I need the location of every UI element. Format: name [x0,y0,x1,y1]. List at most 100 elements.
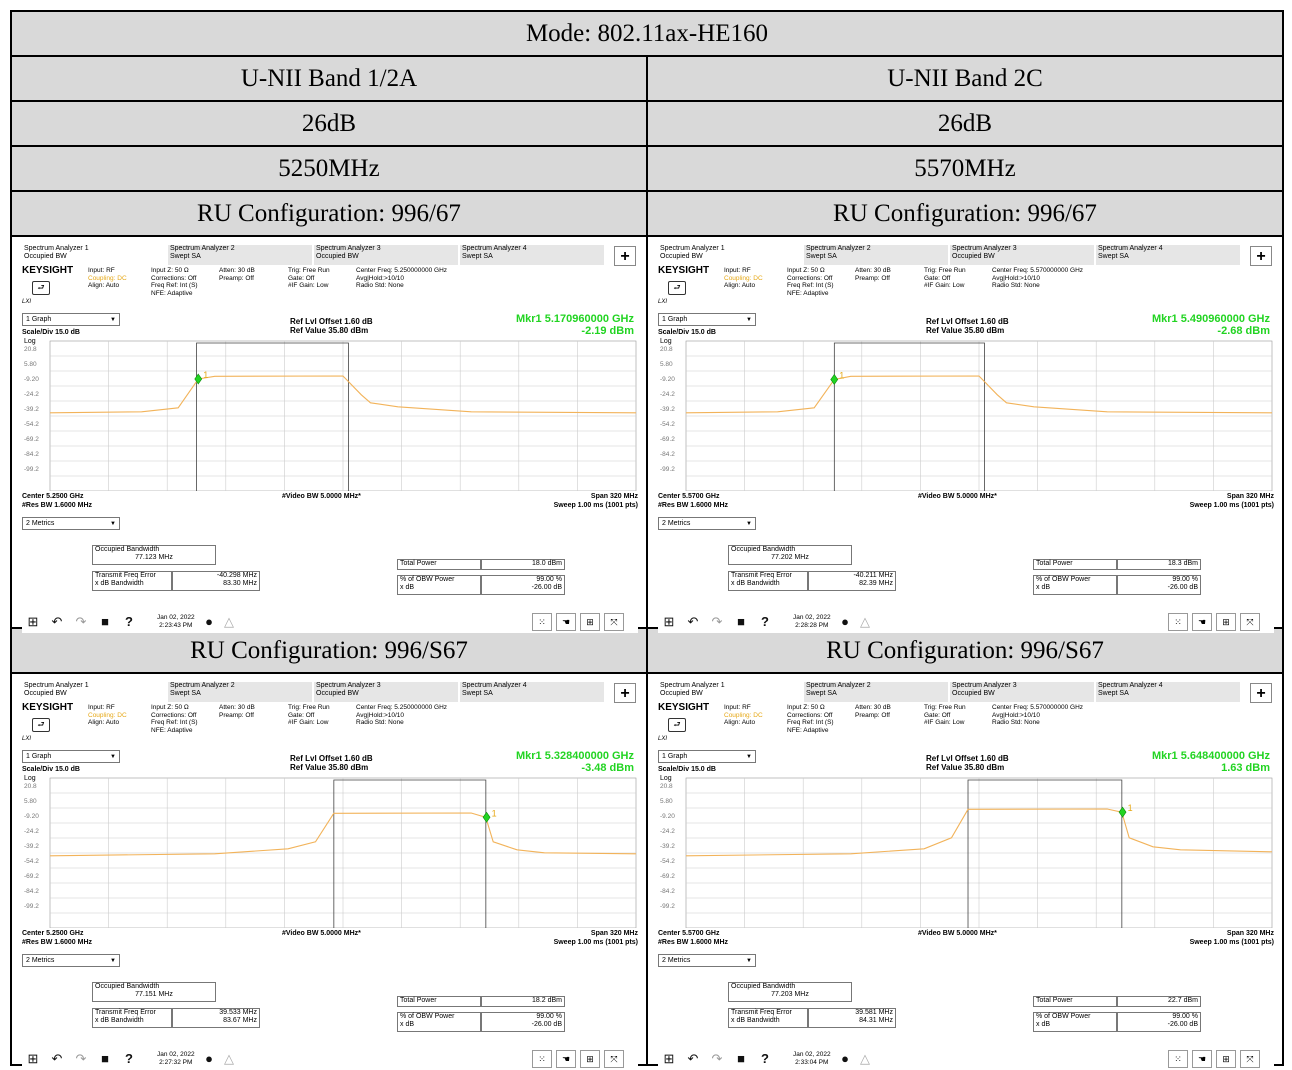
tab-analyzer-2[interactable]: Spectrum Analyzer 2 Swept SA [168,245,312,265]
input-z-settings[interactable]: Input Z: 50 Ω Corrections: Off Freq Ref:… [151,267,198,297]
fullscreen-icon[interactable]: ⤧ [604,613,624,631]
multiview-icon[interactable]: ⊞ [580,613,600,631]
freq-settings[interactable]: Center Freq: 5.250000000 GHz Avg|Hold:>1… [356,267,447,290]
spectrum-plot[interactable]: 20.8 5.80 -9.20 -24.2 -39.2 -54.2 -69.2 -84.2 -9… [22,772,638,928]
folder-icon[interactable]: ■ [101,1051,109,1066]
undo-icon[interactable]: ↶ [51,614,63,629]
touch-icon[interactable]: ☚ [556,613,576,631]
freq-settings[interactable]: Center Freq: 5.570000000 GHz Avg|Hold:>1… [992,704,1083,727]
multiview-icon[interactable]: ⊞ [1216,1050,1236,1068]
warning-icon[interactable]: △ [860,1051,870,1066]
help-icon[interactable]: ? [761,614,769,629]
tab-analyzer-2[interactable]: Spectrum Analyzer 2 Swept SA [168,682,312,702]
redo-icon[interactable]: ↷ [75,1051,87,1066]
multiview-icon[interactable]: ⊞ [580,1050,600,1068]
redo-icon[interactable]: ↷ [711,1051,723,1066]
input-z-settings[interactable]: Input Z: 50 Ω Corrections: Off Freq Ref:… [787,267,834,297]
graph-dropdown[interactable]: 1 Graph ▼ [22,750,120,763]
warning-icon[interactable]: △ [224,1051,234,1066]
metrics-dropdown[interactable]: 2 Metrics ▼ [22,954,120,967]
tab-analyzer-1[interactable]: Spectrum Analyzer 1 Occupied BW [22,245,166,265]
undo-icon[interactable]: ↶ [51,1051,63,1066]
spectrum-plot[interactable]: 20.8 5.80 -9.20 -24.2 -39.2 -54.2 -69.2 -84.2 -9… [658,772,1274,928]
help-icon[interactable]: ? [125,614,133,629]
metrics-dropdown[interactable]: 2 Metrics ▼ [658,517,756,530]
tab-analyzer-1[interactable]: Spectrum Analyzer 1 Occupied BW [22,682,166,702]
freq-settings[interactable]: Center Freq: 5.250000000 GHz Avg|Hold:>1… [356,704,447,727]
undo-icon[interactable]: ↶ [687,1051,699,1066]
tab-analyzer-4[interactable]: Spectrum Analyzer 4 Swept SA [1096,245,1240,265]
input-z-settings[interactable]: Input Z: 50 Ω Corrections: Off Freq Ref:… [787,704,834,734]
input-settings[interactable]: Input: RF Coupling: DC Align: Auto [88,704,127,727]
tab-analyzer-4[interactable]: Spectrum Analyzer 4 Swept SA [460,245,604,265]
back-icon[interactable]: ⮐ [668,281,686,295]
keypad-icon[interactable]: ⁙ [532,613,552,631]
touch-icon[interactable]: ☚ [1192,613,1212,631]
atten-settings[interactable]: Atten: 30 dB Preamp: Off [855,267,891,282]
tab-analyzer-3[interactable]: Spectrum Analyzer 3 Occupied BW [314,682,458,702]
help-icon[interactable]: ? [125,1051,133,1066]
tab-analyzer-3[interactable]: Spectrum Analyzer 3 Occupied BW [314,245,458,265]
back-icon[interactable]: ⮐ [32,281,50,295]
add-screen-button[interactable]: + [614,683,636,703]
trigger-settings[interactable]: Trig: Free Run Gate: Off #IF Gain: Low [924,267,966,290]
back-icon[interactable]: ⮐ [32,718,50,732]
tab-analyzer-3[interactable]: Spectrum Analyzer 3 Occupied BW [950,682,1094,702]
freq-settings[interactable]: Center Freq: 5.570000000 GHz Avg|Hold:>1… [992,267,1083,290]
atten-settings[interactable]: Atten: 30 dB Preamp: Off [219,267,255,282]
add-screen-button[interactable]: + [614,246,636,266]
tab-analyzer-4[interactable]: Spectrum Analyzer 4 Swept SA [460,682,604,702]
add-screen-button[interactable]: + [1250,683,1272,703]
folder-icon[interactable]: ■ [737,614,745,629]
trigger-settings[interactable]: Trig: Free Run Gate: Off #IF Gain: Low [288,704,330,727]
spectrum-plot[interactable]: 20.8 5.80 -9.20 -24.2 -39.2 -54.2 -69.2 -84.2 -9… [22,335,638,491]
keypad-icon[interactable]: ⁙ [1168,1050,1188,1068]
metrics-dropdown[interactable]: 2 Metrics ▼ [22,517,120,530]
windows-icon[interactable]: ⊞ [27,1051,39,1066]
tab-analyzer-2[interactable]: Spectrum Analyzer 2 Swept SA [804,682,948,702]
input-settings[interactable]: Input: RF Coupling: DC Align: Auto [724,267,763,290]
graph-dropdown[interactable]: 1 Graph ▼ [658,750,756,763]
keypad-icon[interactable]: ⁙ [1168,613,1188,631]
undo-icon[interactable]: ↶ [687,614,699,629]
tab-analyzer-3[interactable]: Spectrum Analyzer 3 Occupied BW [950,245,1094,265]
touch-icon[interactable]: ☚ [1192,1050,1212,1068]
back-icon[interactable]: ⮐ [668,718,686,732]
tab-analyzer-1[interactable]: Spectrum Analyzer 1 Occupied BW [658,245,802,265]
redo-icon[interactable]: ↷ [75,614,87,629]
fullscreen-icon[interactable]: ⤧ [604,1050,624,1068]
input-z-settings[interactable]: Input Z: 50 Ω Corrections: Off Freq Ref:… [151,704,198,734]
warning-icon[interactable]: △ [224,614,234,629]
tab-analyzer-4[interactable]: Spectrum Analyzer 4 Swept SA [1096,682,1240,702]
graph-dropdown[interactable]: 1 Graph ▼ [658,313,756,326]
help-icon[interactable]: ? [761,1051,769,1066]
warning-icon[interactable]: △ [860,614,870,629]
folder-icon[interactable]: ■ [737,1051,745,1066]
tab-analyzer-2[interactable]: Spectrum Analyzer 2 Swept SA [804,245,948,265]
tab-analyzer-1[interactable]: Spectrum Analyzer 1 Occupied BW [658,682,802,702]
message-icon[interactable]: ● [205,1051,213,1066]
fullscreen-icon[interactable]: ⤧ [1240,613,1260,631]
atten-settings[interactable]: Atten: 30 dB Preamp: Off [219,704,255,719]
redo-icon[interactable]: ↷ [711,614,723,629]
metrics-dropdown[interactable]: 2 Metrics ▼ [658,954,756,967]
trigger-settings[interactable]: Trig: Free Run Gate: Off #IF Gain: Low [288,267,330,290]
message-icon[interactable]: ● [205,614,213,629]
graph-dropdown[interactable]: 1 Graph ▼ [22,313,120,326]
atten-settings[interactable]: Atten: 30 dB Preamp: Off [855,704,891,719]
touch-icon[interactable]: ☚ [556,1050,576,1068]
message-icon[interactable]: ● [841,1051,849,1066]
fullscreen-icon[interactable]: ⤧ [1240,1050,1260,1068]
trigger-settings[interactable]: Trig: Free Run Gate: Off #IF Gain: Low [924,704,966,727]
windows-icon[interactable]: ⊞ [27,614,39,629]
message-icon[interactable]: ● [841,614,849,629]
windows-icon[interactable]: ⊞ [663,1051,675,1066]
input-settings[interactable]: Input: RF Coupling: DC Align: Auto [88,267,127,290]
multiview-icon[interactable]: ⊞ [1216,613,1236,631]
input-settings[interactable]: Input: RF Coupling: DC Align: Auto [724,704,763,727]
keypad-icon[interactable]: ⁙ [532,1050,552,1068]
spectrum-plot[interactable]: 20.8 5.80 -9.20 -24.2 -39.2 -54.2 -69.2 -84.2 -9… [658,335,1274,491]
add-screen-button[interactable]: + [1250,246,1272,266]
folder-icon[interactable]: ■ [101,614,109,629]
windows-icon[interactable]: ⊞ [663,614,675,629]
